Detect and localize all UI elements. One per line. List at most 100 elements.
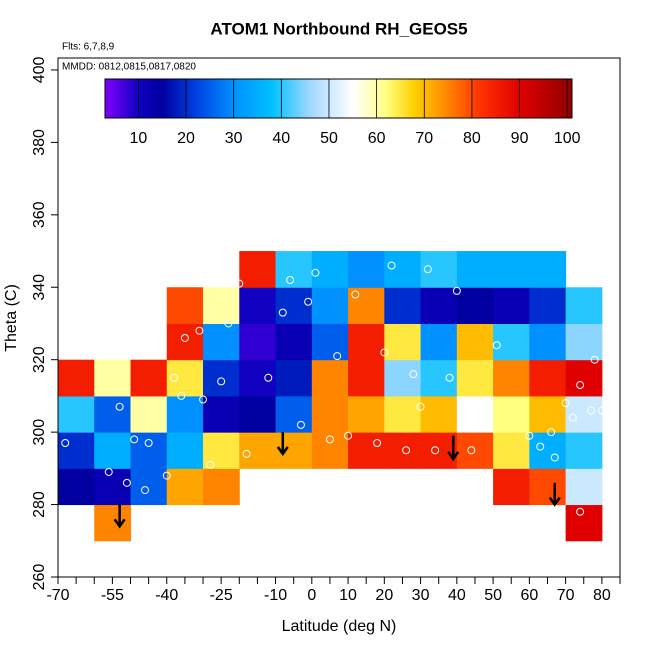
heat-cell: [348, 395, 385, 433]
sample-point: [304, 297, 313, 306]
x-tick-label: 10: [339, 587, 357, 604]
sample-point: [597, 406, 606, 415]
heat-cell: [94, 432, 132, 469]
heat-cell: [58, 359, 95, 397]
sample-point: [217, 377, 226, 386]
heat-cell: [529, 468, 567, 506]
heat-cell: [166, 432, 204, 469]
arrow-head: [113, 518, 126, 529]
sample-point: [177, 391, 186, 400]
sample-point: [180, 333, 189, 342]
heat-cell: [493, 287, 530, 324]
x-tick-label: -25: [210, 587, 233, 604]
heat-cell: [456, 359, 494, 397]
plot-frame: [57, 57, 621, 578]
sample-point: [224, 319, 233, 328]
sample-point: [141, 486, 150, 495]
sample-point: [467, 446, 476, 455]
annotation: MMDD: 0812,0815,0817,0820: [62, 62, 196, 73]
colorbar-tick-label: 20: [177, 130, 195, 147]
heat-cell: [130, 468, 168, 506]
heat-cell: [384, 359, 422, 397]
heat-cell: [384, 395, 422, 433]
y-tick-label: 320: [31, 346, 48, 373]
sample-point: [550, 453, 559, 462]
heat-cell: [94, 359, 132, 397]
heat-cell: [493, 323, 530, 361]
subtitle: Flts: 6,7,8,9: [62, 42, 115, 53]
heat-cell: [166, 395, 204, 433]
heat-cell: [94, 395, 132, 433]
heat-cell: [565, 287, 603, 324]
sample-point: [431, 446, 440, 455]
heat-cell: [529, 395, 567, 433]
heat-cell: [311, 323, 349, 361]
heat-cell: [493, 432, 530, 469]
heat-cell: [94, 468, 132, 506]
heat-cell: [348, 359, 385, 397]
sample-point: [525, 431, 534, 440]
heat-cell: [456, 323, 494, 361]
heat-cell: [420, 359, 458, 397]
heat-cell: [529, 359, 567, 397]
heat-cell: [311, 359, 349, 397]
heat-cell: [565, 359, 603, 397]
heat-cell: [493, 395, 530, 433]
heat-cell: [384, 323, 422, 361]
sample-point: [296, 420, 305, 429]
x-tick-label: 20: [375, 587, 393, 604]
heat-cell: [203, 323, 240, 361]
heat-cell: [275, 359, 313, 397]
heat-cell: [203, 287, 240, 324]
colorbar-tick-label: 10: [129, 130, 147, 147]
sample-point: [170, 373, 179, 382]
y-tick-label: 360: [31, 201, 48, 228]
sample-point: [536, 442, 545, 451]
heat-cell: [493, 468, 530, 506]
sample-point: [325, 435, 334, 444]
heat-cell: [275, 287, 313, 324]
x-tick-label: 0: [307, 587, 316, 604]
heat-cell: [311, 287, 349, 324]
colorbar-tick-label: 100: [554, 130, 581, 147]
heat-cell: [384, 251, 422, 288]
heat-cell: [348, 251, 385, 288]
y-tick-label: 280: [31, 491, 48, 518]
x-tick-label: -40: [155, 587, 178, 604]
sample-point: [242, 449, 251, 458]
heat-cell: [311, 432, 349, 469]
sample-point: [590, 355, 599, 364]
heat-cell: [275, 323, 313, 361]
heat-cell: [239, 251, 277, 288]
heat-cell: [565, 432, 603, 469]
sample-point: [561, 399, 570, 408]
sample-point: [235, 279, 244, 288]
arrow-head: [447, 451, 460, 462]
heat-cell: [420, 251, 458, 288]
heat-cell: [348, 323, 385, 361]
colorbar: [104, 78, 573, 119]
sample-point: [61, 438, 70, 447]
y-tick-label: 300: [31, 419, 48, 446]
sample-point: [311, 268, 320, 277]
sample-point: [206, 460, 215, 469]
heat-cell: [166, 287, 204, 324]
colorbar-tick-label: 60: [368, 130, 386, 147]
heat-cell: [529, 251, 567, 288]
heat-cell: [94, 504, 132, 542]
heat-cell: [130, 432, 168, 469]
heat-cell: [529, 287, 567, 324]
heat-cell: [275, 395, 313, 433]
sample-point: [195, 326, 204, 335]
x-tick-label: -70: [46, 587, 69, 604]
sample-point: [264, 373, 273, 382]
heat-cell: [203, 395, 240, 433]
arrow-head: [548, 496, 561, 507]
sample-point: [423, 265, 432, 274]
heat-cell: [565, 468, 603, 506]
colorbar-tick-label: 50: [320, 130, 338, 147]
sample-point: [576, 507, 585, 516]
x-tick-label: 40: [448, 587, 466, 604]
heat-cell: [420, 323, 458, 361]
